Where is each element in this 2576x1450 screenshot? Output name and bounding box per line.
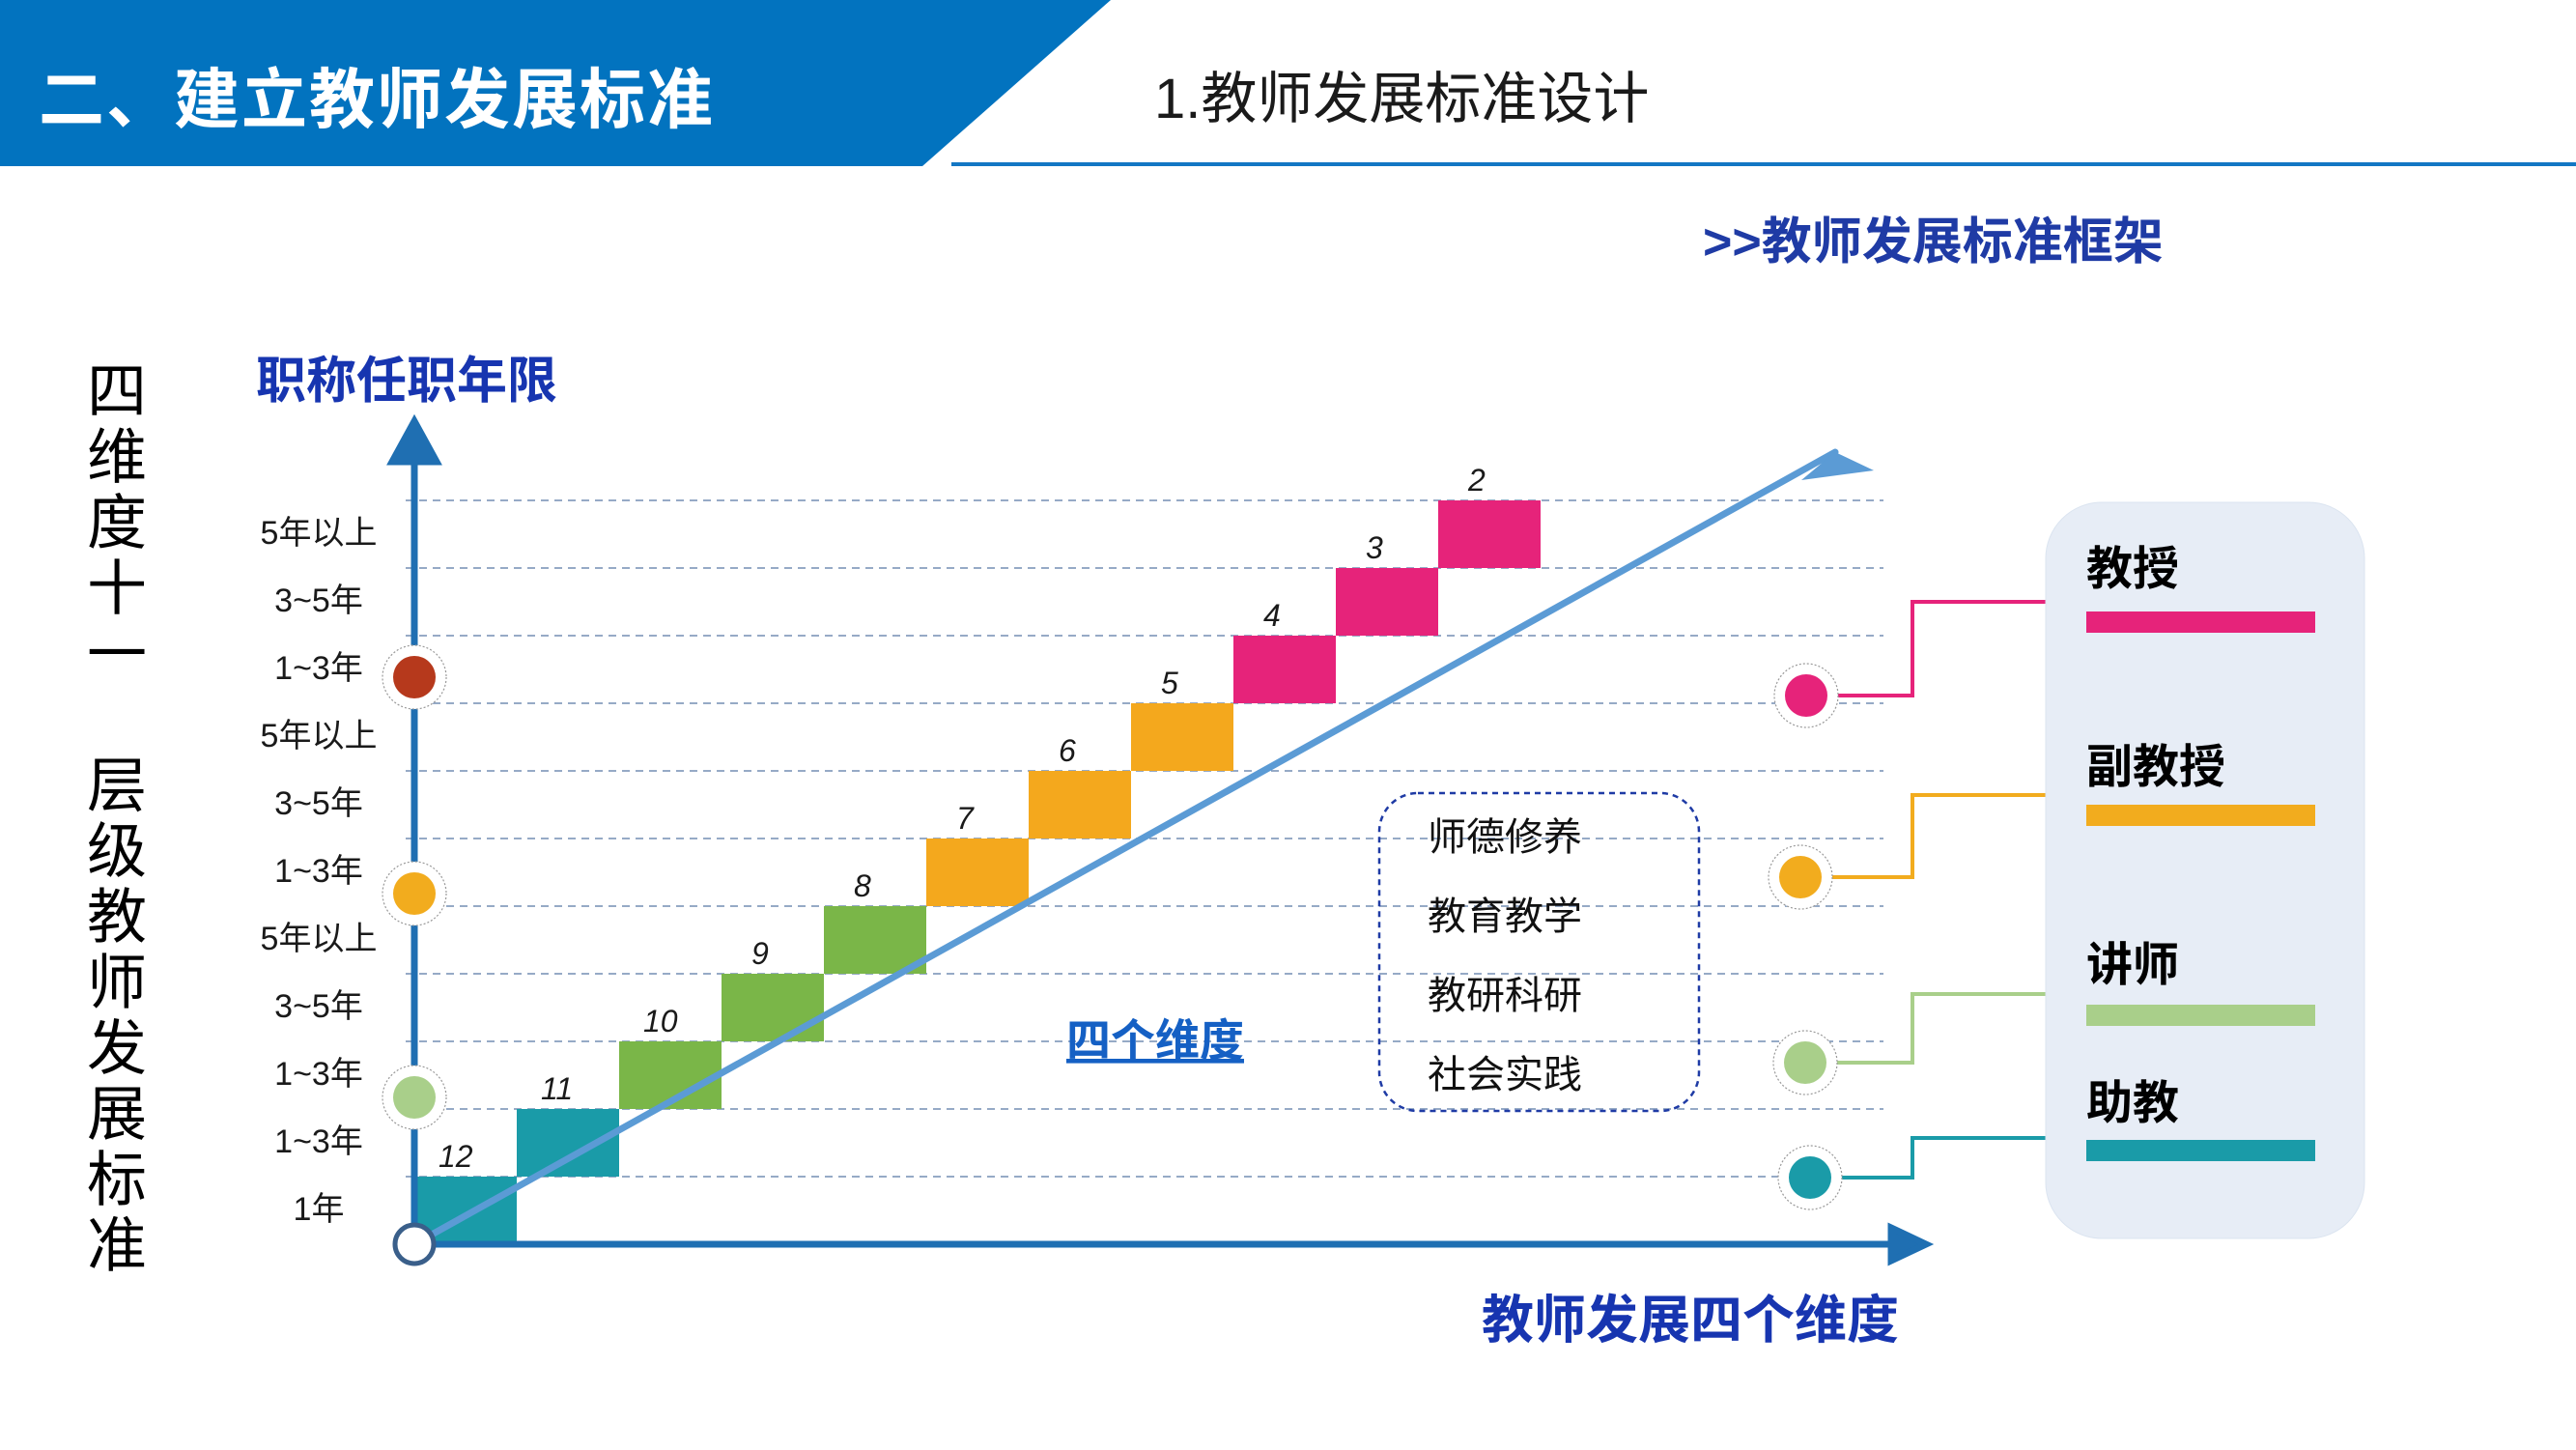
svg-text:副教授: 副教授 [2086,742,2225,793]
svg-text:四个维度: 四个维度 [1066,1015,1244,1066]
svg-text:10: 10 [643,1004,678,1038]
svg-text:1~3年: 1~3年 [274,1123,363,1160]
svg-text:1~3年: 1~3年 [274,1056,363,1093]
svg-text:4: 4 [1263,598,1281,633]
svg-text:3~5年: 3~5年 [274,583,363,619]
svg-text:2: 2 [1467,463,1486,498]
svg-text:9: 9 [751,936,769,971]
svg-text:3~5年: 3~5年 [274,785,363,822]
svg-text:5: 5 [1161,666,1178,700]
svg-text:教研科研: 教研科研 [1428,975,1582,1017]
svg-text:教师发展四个维度: 教师发展四个维度 [1482,1292,1899,1350]
svg-text:3: 3 [1366,530,1383,565]
svg-text:11: 11 [541,1071,573,1106]
svg-text:1年: 1年 [294,1191,345,1228]
svg-text:8: 8 [854,868,871,903]
svg-text:6: 6 [1059,733,1076,768]
svg-text:师德修养: 师德修养 [1428,816,1582,859]
svg-text:助教: 助教 [2086,1078,2179,1129]
svg-text:教育教学: 教育教学 [1428,896,1582,938]
svg-text:3~5年: 3~5年 [274,988,363,1025]
svg-text:1~3年: 1~3年 [274,853,363,890]
svg-text:教授: 教授 [2086,544,2179,595]
svg-text:5年以上: 5年以上 [261,921,378,957]
svg-text:社会实践: 社会实践 [1428,1054,1582,1096]
svg-text:讲师: 讲师 [2086,940,2179,991]
svg-text:5年以上: 5年以上 [261,718,378,754]
svg-text:12: 12 [439,1139,473,1174]
svg-text:5年以上: 5年以上 [261,515,378,552]
svg-text:7: 7 [956,801,975,836]
svg-text:职称任职年限: 职称任职年限 [256,354,557,410]
svg-text:1~3年: 1~3年 [274,650,363,687]
